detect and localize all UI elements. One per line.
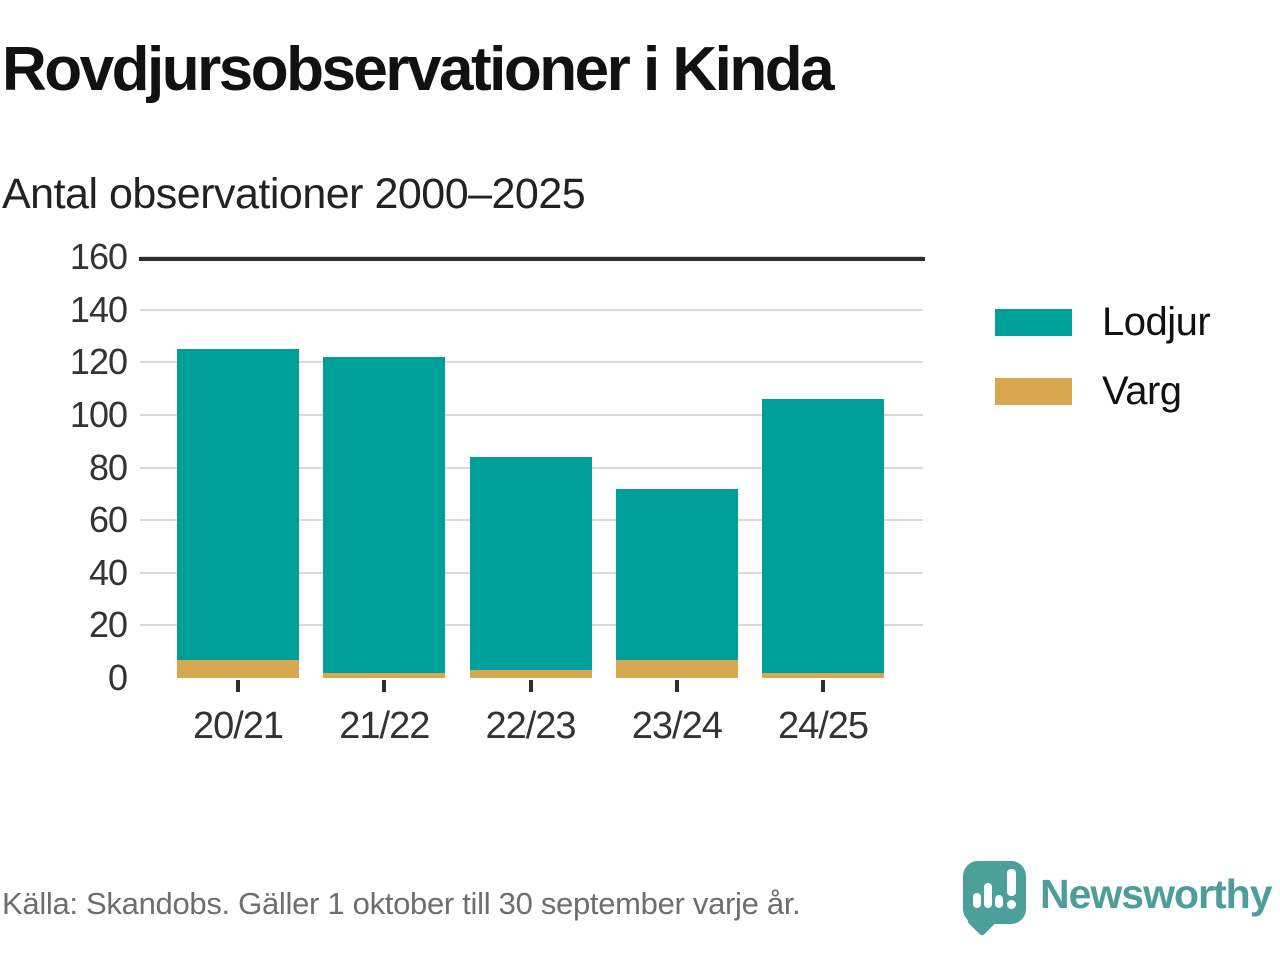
y-axis-label-40: 40 <box>88 551 128 593</box>
source-note: Källa: Skandobs. Gäller 1 oktober till 3… <box>2 886 801 921</box>
newsworthy-bubble-chart-icon <box>963 861 1026 937</box>
y-axis-label-160: 160 <box>69 236 128 277</box>
newsworthy-wordmark: Newsworthy <box>1040 871 1272 917</box>
logo-bar-1 <box>973 893 981 908</box>
bar-lodjur-24/25 <box>762 399 884 673</box>
x-axis-label-22/23: 22/23 <box>485 705 576 747</box>
y-axis-label-0: 0 <box>107 657 128 698</box>
x-axis-label-24/25: 24/25 <box>777 705 869 747</box>
x-axis-label-21/22: 21/22 <box>339 705 430 747</box>
y-axis-label-20: 20 <box>88 604 128 646</box>
gridline-120 <box>140 361 923 364</box>
chart-title: Rovdjursobservationer i Kinda <box>2 35 835 104</box>
x-tick-22/23 <box>528 680 533 692</box>
gridline-140 <box>140 308 923 311</box>
bar-varg-21/22 <box>323 672 446 678</box>
y-axis-label-80: 80 <box>88 446 128 488</box>
x-tick-21/22 <box>382 680 387 692</box>
bar-lodjur-22/23 <box>469 456 592 671</box>
y-axis-label-60: 60 <box>88 499 128 541</box>
bar-lodjur-21/22 <box>323 357 446 673</box>
logo-bar-3 <box>995 895 1003 908</box>
bar-varg-24/25 <box>762 672 884 678</box>
gridline-100 <box>140 413 923 416</box>
legend: Lodjur Varg <box>995 300 1211 411</box>
logo-exclamation-stem <box>1007 869 1016 896</box>
x-axis-line <box>139 257 925 261</box>
x-axis-label-20/21: 20/21 <box>192 705 284 747</box>
chart-subtitle: Antal observationer 2000–2025 <box>2 170 586 218</box>
x-tick-23/24 <box>674 680 679 692</box>
speech-bubble-tail <box>966 905 998 937</box>
bar-varg-22/23 <box>469 670 592 678</box>
logo-bar-2 <box>984 883 992 908</box>
bar-lodjur-23/24 <box>615 488 738 660</box>
legend-item-varg: Varg <box>995 371 1210 411</box>
x-tick-24/25 <box>821 680 825 692</box>
legend-swatch-lodjur <box>995 308 1072 336</box>
legend-label-varg: Varg <box>1102 369 1182 413</box>
x-axis-label-23/24: 23/24 <box>631 705 723 747</box>
x-tick-20/21 <box>236 680 240 692</box>
plot-area: 0 20 40 60 80 100 120 140 160 20/21 21/22 22/23 23/2… <box>70 238 925 747</box>
newsworthy-logo: Newsworthy <box>963 859 1273 937</box>
legend-swatch-varg <box>995 377 1072 405</box>
bar-lodjur-20/21 <box>177 349 299 660</box>
bar-varg-23/24 <box>615 659 738 678</box>
logo-exclamation-dot <box>1007 900 1016 909</box>
legend-label-lodjur: Lodjur <box>1102 300 1211 344</box>
y-axis-label-140: 140 <box>69 288 128 330</box>
y-axis-label-120: 120 <box>69 341 128 383</box>
y-axis-label-100: 100 <box>69 393 128 435</box>
bar-varg-20/21 <box>177 659 299 678</box>
legend-item-lodjur: Lodjur <box>995 300 1211 344</box>
